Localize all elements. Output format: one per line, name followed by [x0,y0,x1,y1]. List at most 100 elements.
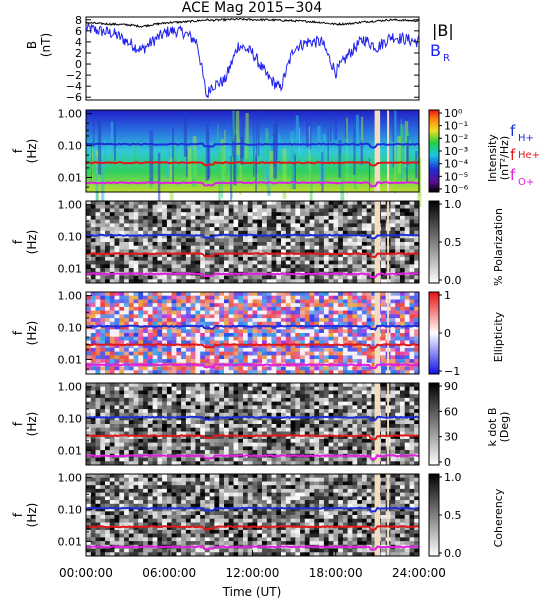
polarization-cbar-tick-label: 0.0 [444,274,462,287]
kdotb-cbar-unit: (Deg) [498,412,511,443]
intensity-streak [309,155,311,207]
intensity-frame [85,109,420,193]
mag-y-label: B [25,41,39,49]
kdotb-ytick-label: 0.10 [58,413,83,426]
intensity-streak [104,140,107,168]
intensity-streak [415,151,418,179]
fHe-line [85,525,420,532]
ellipticity-cbar-label: Ellipticity [492,311,505,362]
intensity-y-label: f [11,148,25,153]
ellipticity-y-label: f [11,330,25,335]
kdotb-cbar-tick-label: 0 [444,456,451,469]
coherency-cbar-tick-label: 1.0 [444,471,462,484]
intensity-cbar-labels: Intensity (nT²/Hz) [486,134,511,182]
intensity-cbar-tick-label: 10⁻⁵ [444,170,468,183]
intensity-streak [322,133,326,182]
coherency-colorbar [428,473,440,557]
intensity-streak [253,120,255,177]
intensity-streak [191,150,196,187]
intensity-streak [188,147,192,188]
ellipticity-frame [85,291,420,375]
intensity-streak [310,154,313,201]
intensity-streak [93,118,95,148]
ellipticity-cbar-tick-label: −1 [444,365,460,378]
intensity-streak [245,113,249,159]
intensity-streak [110,121,114,154]
intensity-streak [231,154,233,199]
polarization-colorbar [428,200,440,284]
fHe-line [85,343,420,350]
kdotb-cells [86,383,420,466]
kdotb-cbar-tick-label: 90 [444,380,458,393]
intensity-streak [306,113,309,148]
time-tick-label: 18:00:00 [309,566,363,580]
ellipticity-panel: 1.00 0.10 0.01 f (Hz) 1 0 −1 [11,289,460,378]
ion-legend: f H+ f He+ f O+ [510,122,540,188]
intensity-streak [397,136,401,175]
legend-fO-sub: O+ [518,177,534,188]
data-gap [374,201,381,283]
intensity-streak [221,141,223,199]
intensity-streak [224,129,226,174]
mag-ytick-label: 0 [75,58,82,71]
intensity-streak [282,148,287,199]
intensity-streak [266,132,269,167]
intensity-streak [169,157,174,214]
fO-line [85,272,420,279]
ellipticity-colorbar [428,291,440,375]
data-gap [387,292,390,374]
mag-ytick-label: 6 [75,25,82,38]
intensity-streak [255,121,257,174]
intensity-cbar-label: Intensity [486,134,499,182]
intensity-streak [309,117,312,149]
intensity-streak [394,142,396,194]
intensity-streak [166,152,170,179]
legend-fHe: f [510,146,516,164]
legend-fHe-sub: He+ [518,150,540,161]
data-gap [387,474,390,556]
time-tick-label: 06:00:00 [142,566,196,580]
intensity-streak [308,126,311,171]
coherency-y-unit: (Hz) [25,503,39,528]
intensity-ytick-label: 1.00 [58,108,83,121]
mag-lines [85,17,420,99]
intensity-streak [95,157,99,213]
intensity-streak [157,152,161,208]
intensity-y-unit: (Hz) [25,139,39,164]
polarization-cells [86,201,420,284]
intensity-streak [173,143,177,172]
intensity-streak [338,140,342,178]
data-gap [374,383,381,465]
intensity-streak [408,139,411,167]
figure-title: ACE Mag 2015−304 [182,0,323,16]
mag-ytick-label: −6 [66,91,82,104]
fH-line [85,506,420,514]
intensity-streak [368,158,370,191]
intensity-streak [334,112,338,140]
data-gap [387,383,390,465]
ellipticity-ytick-label: 0.10 [58,322,83,335]
intensity-streak [407,135,409,166]
intensity-cbar-tick-label: 10⁰ [444,107,463,120]
intensity-panel: 1.00 0.10 0.01 f (Hz) 10⁰10⁻¹10⁻²10⁻³10⁻⁴10⁻⁵… [11,107,469,214]
mag-y-unit: (nT) [39,33,53,57]
mag-ytick-label: −4 [66,80,82,93]
kdotb-y-unit: (Hz) [25,412,39,437]
intensity-streak [172,128,174,183]
time-axis-ticks: 00:00:00 06:00:00 12:00:00 18:00:00 24:00:00 [59,550,446,580]
intensity-streak [299,127,300,154]
polarization-ytick-label: 0.10 [58,231,83,244]
intensity-streak [273,124,277,179]
kdotb-ytick-label: 0.01 [58,444,83,457]
intensity-streak [327,128,329,162]
intensity-cbar-tick-label: 10⁻¹ [444,120,468,133]
intensity-streak [233,155,235,183]
intensity-streak [278,133,281,172]
intensity-streak [330,113,332,142]
polarization-panel: 1.00 0.10 0.01 f (Hz) 1.0 0.5 0.0 [11,198,462,287]
coherency-ytick-label: 1.00 [58,472,83,485]
data-gap [387,201,390,283]
fH-line [86,142,420,149]
series-BR-line [85,22,420,99]
kdotb-cbar-label: k dot B [486,408,499,447]
